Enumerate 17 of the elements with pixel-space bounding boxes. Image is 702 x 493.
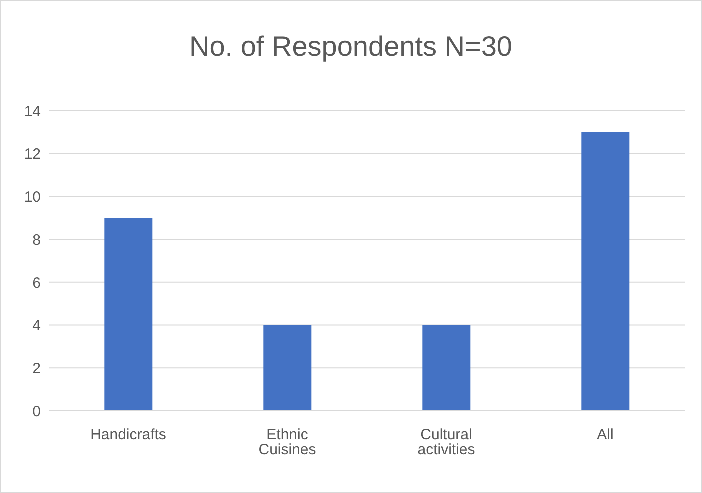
- bar: [104, 218, 153, 411]
- y-tick-label: 2: [32, 360, 41, 378]
- bar: [582, 132, 630, 411]
- y-tick-label: 14: [24, 103, 41, 120]
- y-tick-label: 10: [24, 189, 41, 206]
- y-tick-label: 6: [32, 274, 41, 292]
- bar: [422, 325, 471, 411]
- bar: [264, 325, 312, 411]
- y-tick-label: 4: [32, 318, 41, 335]
- y-tick-label: 12: [24, 146, 41, 164]
- y-tick-label: 0: [32, 403, 41, 420]
- x-tick-label: Cultural activities: [418, 426, 476, 459]
- x-tick-label: Ethnic Cuisines: [258, 426, 316, 459]
- y-tick-label: 8: [32, 232, 41, 249]
- chart-title: No. of Respondents N=30: [188, 31, 514, 63]
- x-tick-label: Handicrafts: [90, 426, 166, 444]
- x-tick-label: All: [597, 426, 614, 444]
